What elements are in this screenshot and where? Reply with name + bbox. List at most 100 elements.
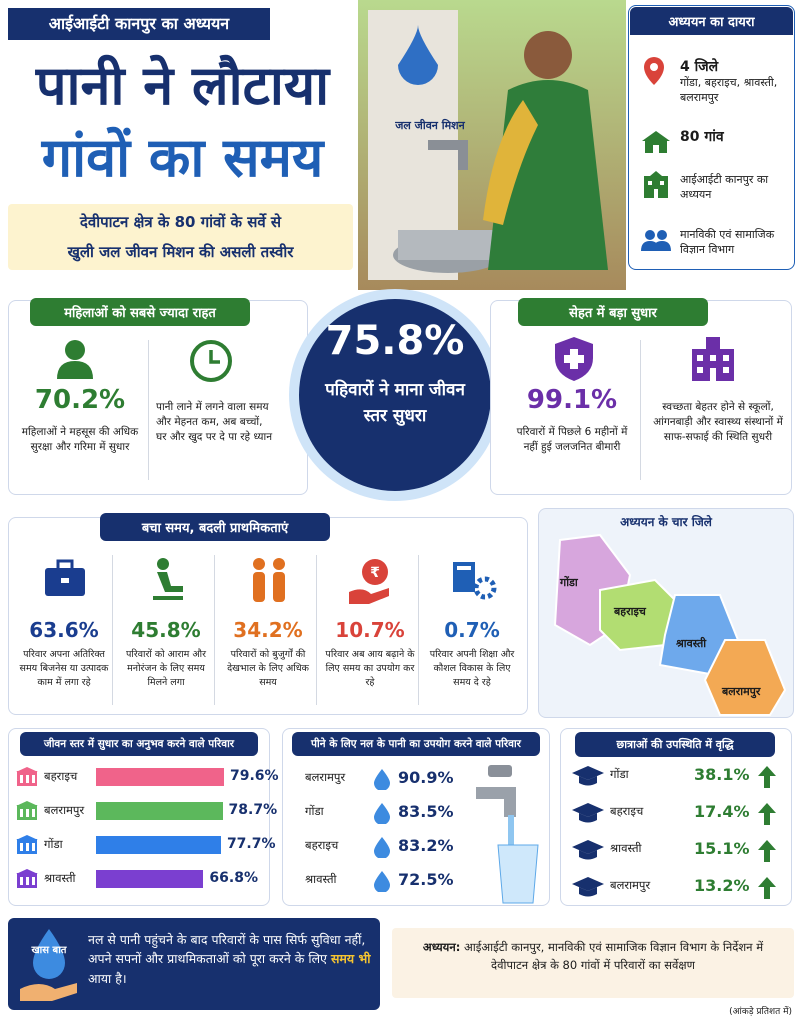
time-text: परिवार अब आय बढ़ाने के लिए समय का उपयोग … <box>325 649 415 688</box>
divider <box>316 555 317 705</box>
center-circle <box>289 289 501 501</box>
map-label: बलरामपुर <box>722 685 761 698</box>
scope-icon <box>642 131 670 153</box>
scope-item-text: मानविकी एवं सामाजिक विज्ञान विभाग <box>680 228 775 257</box>
bar <box>96 802 223 820</box>
attendance-box <box>560 728 792 906</box>
time-icon: ₹ <box>349 559 389 604</box>
center-stat: 75.8% <box>325 318 465 364</box>
time-text: परिवारों को आराम और मनोरंजन के लिए समय म… <box>126 649 206 688</box>
time-box <box>8 517 528 715</box>
bar-label: गोंडा <box>44 837 63 851</box>
district-icon <box>16 835 38 854</box>
divider <box>214 555 215 705</box>
cap-icon <box>572 766 604 786</box>
subtitle-line: देवीपाटन क्षेत्र के 80 गांवों के सर्वे स… <box>79 213 282 231</box>
bar <box>96 768 224 786</box>
quote: नल से पानी पहुंचने के बाद परिवारों के पा… <box>88 930 373 988</box>
bar-label: श्रावस्ती <box>44 871 76 885</box>
bar <box>96 870 204 888</box>
bar-value: 77.7% <box>226 836 276 852</box>
drop-icon <box>374 803 390 824</box>
district-icon <box>16 801 38 820</box>
attendance-label: गोंडा <box>610 767 629 781</box>
health-box <box>490 300 792 495</box>
arrow-up <box>758 877 776 899</box>
tap-value: 83.5% <box>398 802 454 821</box>
time-stat: 63.6% <box>29 618 99 642</box>
tap-label: श्रावस्ती <box>305 872 337 886</box>
cap-icon <box>572 840 604 860</box>
drop-icon <box>374 837 390 858</box>
time-icon <box>253 558 285 602</box>
tap-label: गोंडा <box>305 804 324 818</box>
time-icon <box>453 562 497 600</box>
source-box: अध्ययन: आईआईटी कानपुर, मानविकी एवं सामाज… <box>392 928 794 998</box>
health-title: सेहत में बड़ा सुधार <box>518 298 708 326</box>
title-line: गांवों का समय <box>41 126 324 189</box>
scope-title: अध्ययन का दायरा <box>630 7 793 35</box>
drop-icon <box>374 769 390 790</box>
center-text: पहिवारों ने माना जीवन स्तर सुधरा <box>325 380 465 426</box>
time-title: बचा समय, बदली प्राथमिकताएं <box>100 513 330 541</box>
map-title: अध्ययन के चार जिले <box>620 515 712 529</box>
map-label: श्रावस्ती <box>676 637 707 650</box>
title-line: पानी ने लौटाया <box>35 54 330 117</box>
time-text: परिवार अपना अतिरिक्त समय बिजनेस या उत्पा… <box>19 649 109 688</box>
health-stat-text: परिवारों में पिछले 6 महीनों में नहीं हुई… <box>516 426 628 454</box>
scope-box <box>628 5 795 270</box>
arrow-up <box>758 803 776 825</box>
logo-text: जल जीवन मिशन <box>395 119 465 132</box>
divider <box>640 340 641 480</box>
woman-icon <box>57 340 93 379</box>
attendance-label: बलरामपुर <box>610 878 651 892</box>
tap-label: बहराइच <box>305 838 339 852</box>
attendance-value: 15.1% <box>694 839 750 858</box>
tap-title: पीने के लिए नल के पानी का उपयोग करने वाल… <box>292 732 540 756</box>
bar <box>96 836 221 854</box>
district-icon <box>16 869 38 888</box>
clock-icon <box>190 340 232 382</box>
women-stat-text: महिलाओं ने महसूस की अधिक सुरक्षा और गरिम… <box>21 426 139 454</box>
quote-icon <box>20 929 77 1001</box>
time-icon <box>45 559 85 596</box>
bar-value: 78.7% <box>228 802 278 818</box>
attendance-label: बहराइच <box>610 804 644 818</box>
divider <box>148 340 149 480</box>
hospital-icon <box>692 337 734 381</box>
scope-icon <box>644 171 668 198</box>
quote-end: आया है। <box>88 970 127 986</box>
bar-value: 79.6% <box>230 768 279 784</box>
scope-item-text: गोंडा, बहराइच, श्रावस्ती, बलरामपुर <box>680 76 778 105</box>
map-label: गोंडा <box>560 576 578 589</box>
bar-value: 66.8% <box>209 870 258 886</box>
health-stat: 99.1% <box>526 385 618 415</box>
attendance-title: छात्राओं की उपस्थिति में वृद्धि <box>575 732 775 757</box>
bar-label: बहराइच <box>44 769 78 783</box>
arrow-up <box>758 766 776 788</box>
cap-icon <box>572 803 604 823</box>
tap-label: बलरामपुर <box>305 770 346 784</box>
scope-item-title: 80 गांव <box>680 129 724 145</box>
header-tag: आईआईटी कानपुर का अध्ययन <box>8 8 270 40</box>
divider <box>418 555 419 705</box>
quote-highlight: समय भी <box>330 951 371 967</box>
footnote: (आंकड़े प्रतिशत में) <box>729 1007 792 1017</box>
scope-item-text: आईआईटी कानपुर का अध्ययन <box>680 173 769 202</box>
divider <box>112 555 113 705</box>
map <box>553 533 787 716</box>
source-text: आईआईटी कानपुर, मानविकी एवं सामाजिक विज्ञ… <box>464 940 764 973</box>
scope-item-title: 4 जिले <box>680 59 719 75</box>
bar-label: बलरामपुर <box>44 803 85 817</box>
time-stat: 45.8% <box>131 618 201 642</box>
quote-text: नल से पानी पहुंचने के बाद परिवारों के पा… <box>88 932 366 967</box>
time-text: परिवारों को बुजुर्गों की देखभाल के लिए अ… <box>227 649 309 688</box>
attendance-value: 38.1% <box>694 765 750 784</box>
scope-icon <box>644 57 664 85</box>
time-stat: 10.7% <box>335 618 405 642</box>
quote-logo: खास बात <box>31 945 67 956</box>
scope-icon <box>641 230 671 251</box>
district-icon <box>16 767 38 786</box>
attendance-value: 13.2% <box>694 876 750 895</box>
